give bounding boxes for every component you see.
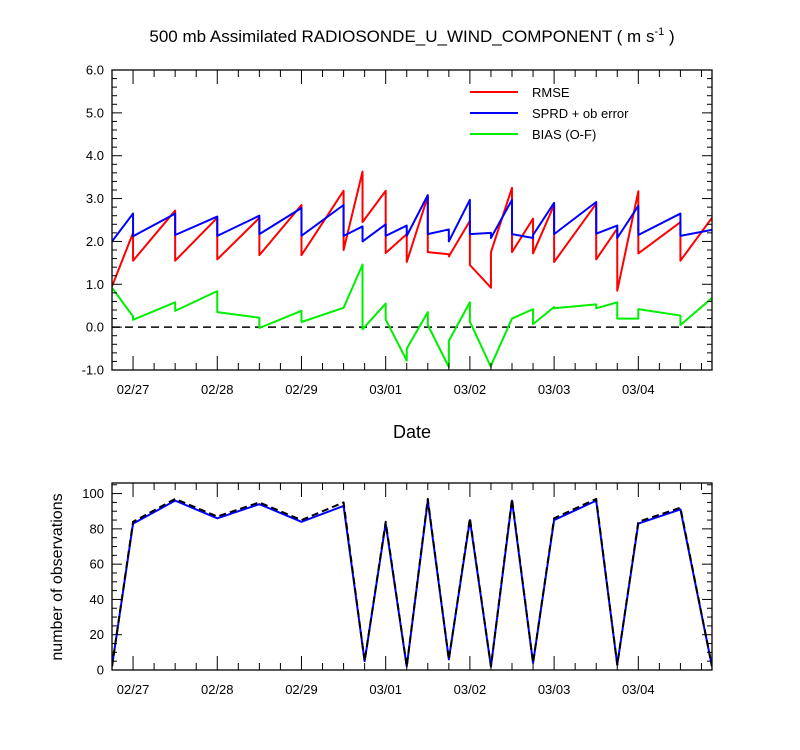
plot-frame bbox=[111, 69, 713, 371]
x-tick-label: 03/02 bbox=[454, 382, 487, 397]
y-tick-label: 80 bbox=[90, 521, 104, 536]
plot-frame bbox=[111, 482, 713, 671]
x-tick-label: 02/27 bbox=[117, 682, 150, 697]
chart-title: 500 mb Assimilated RADIOSONDE_U_WIND_COM… bbox=[149, 26, 674, 46]
y-tick-label: 2.0 bbox=[86, 234, 104, 249]
x-tick-label: 02/29 bbox=[285, 382, 318, 397]
y-tick-label: 5.0 bbox=[86, 105, 104, 120]
legend-label-1: SPRD + ob error bbox=[532, 106, 629, 121]
series-line-1 bbox=[112, 497, 712, 668]
x-tick-label: 03/03 bbox=[538, 682, 571, 697]
x-tick-label: 02/28 bbox=[201, 682, 234, 697]
y-tick-label: 1.0 bbox=[86, 277, 104, 292]
x-tick-label: 03/03 bbox=[538, 382, 571, 397]
legend-label-2: BIAS (O-F) bbox=[532, 127, 596, 142]
y-tick-label: 40 bbox=[90, 592, 104, 607]
x-tick-label: 03/02 bbox=[454, 682, 487, 697]
y-tick-label: 0 bbox=[97, 663, 104, 678]
x-axis-label: Date bbox=[393, 422, 431, 442]
top-panel: -1.0 0.0 1.0 2.0 3.0 4.0 5.0 6.0 02/27 02/28 02/29… bbox=[82, 63, 713, 397]
y-tick-label: 4.0 bbox=[86, 148, 104, 163]
x-tick-label: 03/04 bbox=[622, 682, 655, 697]
y-tick-label: 3.0 bbox=[86, 191, 104, 206]
y-tick-label: 6.0 bbox=[86, 63, 104, 78]
y-axis-label-observations: number of observations bbox=[49, 493, 66, 660]
legend-label-0: RMSE bbox=[532, 85, 570, 100]
y-tick-label: 100 bbox=[82, 486, 104, 501]
x-tick-label: 02/27 bbox=[117, 382, 150, 397]
x-tick-label: 03/01 bbox=[369, 382, 402, 397]
y-tick-label: -1.0 bbox=[82, 363, 104, 378]
series-line-0 bbox=[112, 170, 712, 292]
x-tick-label: 03/04 bbox=[622, 382, 655, 397]
x-tick-label: 02/28 bbox=[201, 382, 234, 397]
y-tick-label: 60 bbox=[90, 557, 104, 572]
x-tick-label: 03/01 bbox=[369, 682, 402, 697]
series-line-0 bbox=[112, 499, 712, 668]
bottom-panel: 0 20 40 60 80 100 02/27 02/28 02/29 03/01 03/02 03/… bbox=[82, 482, 713, 697]
x-tick-label: 02/29 bbox=[285, 682, 318, 697]
series-line-2 bbox=[112, 263, 712, 368]
y-tick-label: 20 bbox=[90, 627, 104, 642]
y-tick-label: 0.0 bbox=[86, 320, 104, 335]
series-line-1 bbox=[112, 194, 712, 243]
